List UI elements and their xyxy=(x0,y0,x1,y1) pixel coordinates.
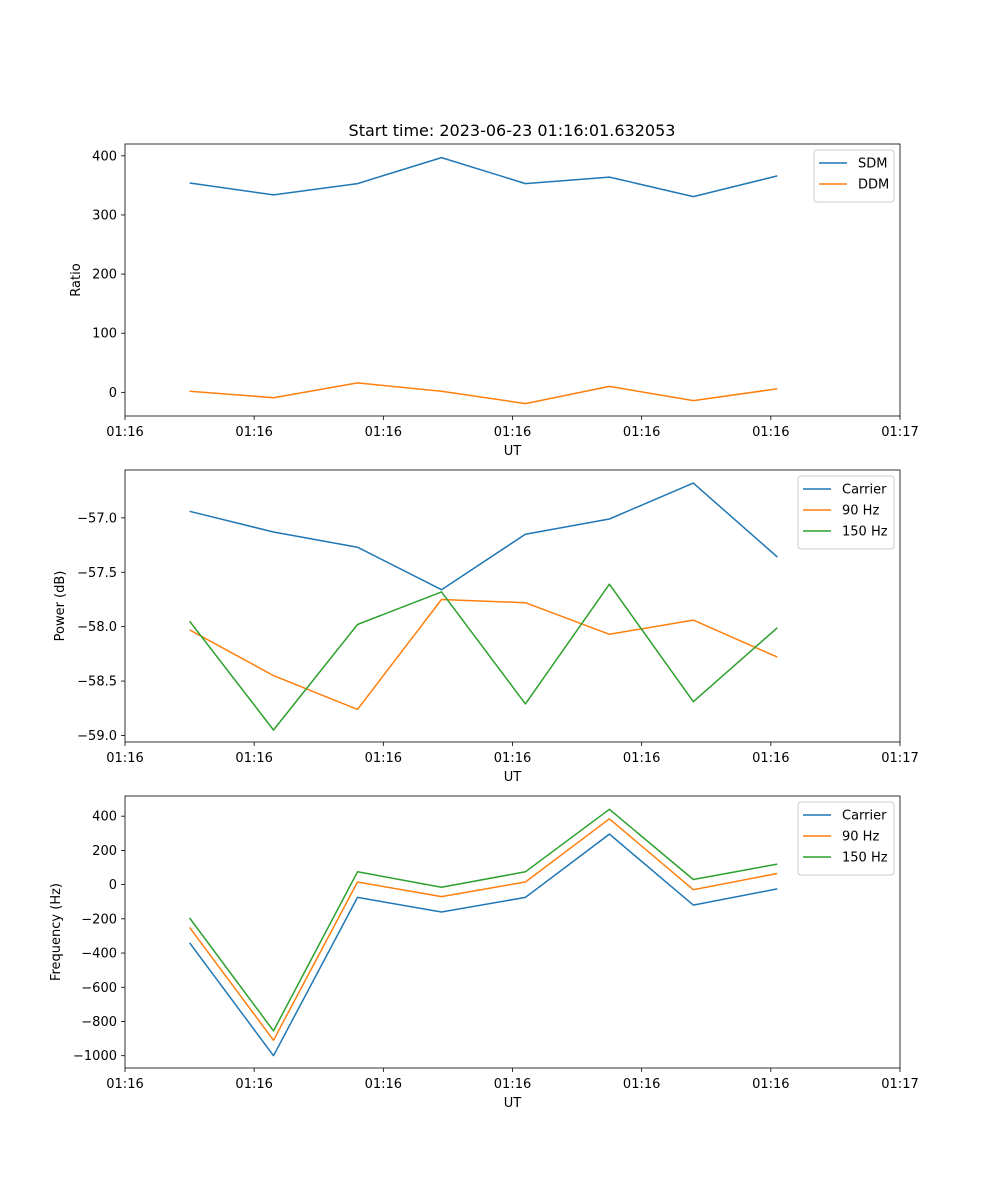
y-tick-label: 200 xyxy=(92,844,117,859)
subplot-3: 01:16 01:16 01:16 01:16 01:16 01:16 01:17 −1000… xyxy=(49,795,919,1111)
series-line-2-1 xyxy=(189,482,778,591)
x-tick-label: 01:17 xyxy=(881,425,918,440)
legend-label: Carrier xyxy=(842,809,887,824)
x-tick-label: 01:16 xyxy=(106,1077,143,1092)
legend-label: 150 Hz xyxy=(842,525,888,540)
y-tick-label: −58.5 xyxy=(77,675,117,690)
axes-frame xyxy=(124,469,901,743)
y-tick-label: −59.0 xyxy=(77,729,117,744)
y-tick-label: 0 xyxy=(109,386,117,401)
y-tick-label: −1000 xyxy=(73,1049,117,1064)
y-tick-label: 400 xyxy=(92,810,117,825)
legend-label: 150 Hz xyxy=(842,851,888,866)
x-tick-label: 01:16 xyxy=(494,1077,531,1092)
x-tick-label: 01:16 xyxy=(365,751,402,766)
y-tick-label: 100 xyxy=(92,327,117,342)
x-tick-label: 01:16 xyxy=(365,425,402,440)
x-tick-label: 01:16 xyxy=(106,751,143,766)
legend-label: 90 Hz xyxy=(842,830,879,845)
legend-label: DDM xyxy=(858,178,889,193)
y-tick-label: 400 xyxy=(92,149,117,164)
legend: Carrier 90 Hz 150 Hz xyxy=(797,801,895,876)
x-axis-label: UT xyxy=(504,444,522,459)
y-tick-label: 300 xyxy=(92,208,117,223)
y-axis-label: Ratio xyxy=(69,263,84,296)
x-tick-label: 01:16 xyxy=(752,1077,789,1092)
chart-title: Start time: 2023-06-23 01:16:01.632053 xyxy=(349,121,676,140)
legend: Carrier 90 Hz 150 Hz xyxy=(797,475,895,550)
x-tick-label: 01:16 xyxy=(235,1077,272,1092)
series-line-1-2 xyxy=(189,382,778,405)
y-axis-label: Frequency (Hz) xyxy=(49,883,64,981)
x-tick-label: 01:16 xyxy=(106,425,143,440)
series-line-3-2 xyxy=(188,818,778,1042)
x-axis-label: UT xyxy=(504,770,522,785)
legend-label: SDM xyxy=(858,157,887,172)
series-line-3-3 xyxy=(188,808,778,1032)
series-line-1-1 xyxy=(189,156,778,198)
y-axis-label: Power (dB) xyxy=(53,571,68,642)
series-line-2-2 xyxy=(189,598,778,711)
y-tick-label: −800 xyxy=(81,1015,117,1030)
x-tick-label: 01:16 xyxy=(623,751,660,766)
x-axis-label: UT xyxy=(504,1096,522,1111)
y-tick-label: −57.5 xyxy=(77,566,117,581)
subplot-2: 01:16 01:16 01:16 01:16 01:16 01:16 01:17 −59.0… xyxy=(53,469,919,785)
y-tick-label: −200 xyxy=(81,912,117,927)
x-tick-label: 01:16 xyxy=(494,751,531,766)
x-tick-label: 01:16 xyxy=(623,1077,660,1092)
y-tick-label: −57.0 xyxy=(77,511,117,526)
axes-frame xyxy=(124,795,901,1069)
y-tick-label: 0 xyxy=(109,878,117,893)
legend-label: 90 Hz xyxy=(842,504,879,519)
legend-label: Carrier xyxy=(842,483,887,498)
x-tick-label: 01:16 xyxy=(752,751,789,766)
legend: SDM DDM xyxy=(813,149,895,203)
x-tick-label: 01:16 xyxy=(752,425,789,440)
x-tick-label: 01:16 xyxy=(235,425,272,440)
plots: 01:16 01:16 01:16 01:16 01:16 01:16 01:17 0 100 2… xyxy=(49,143,919,1111)
x-tick-label: 01:16 xyxy=(623,425,660,440)
x-tick-label: 01:16 xyxy=(365,1077,402,1092)
x-tick-label: 01:16 xyxy=(235,751,272,766)
x-tick-label: 01:17 xyxy=(881,1077,918,1092)
y-tick-label: −58.0 xyxy=(77,620,117,635)
y-tick-label: −600 xyxy=(81,981,117,996)
x-tick-label: 01:17 xyxy=(881,751,918,766)
y-tick-label: −400 xyxy=(81,947,117,962)
series-line-2-3 xyxy=(189,583,778,731)
axes-frame xyxy=(124,143,901,417)
x-tick-label: 01:16 xyxy=(494,425,531,440)
series-line-3-1 xyxy=(188,833,778,1057)
subplot-1: 01:16 01:16 01:16 01:16 01:16 01:16 01:17 0 100 2… xyxy=(69,143,919,459)
y-tick-label: 200 xyxy=(92,268,117,283)
